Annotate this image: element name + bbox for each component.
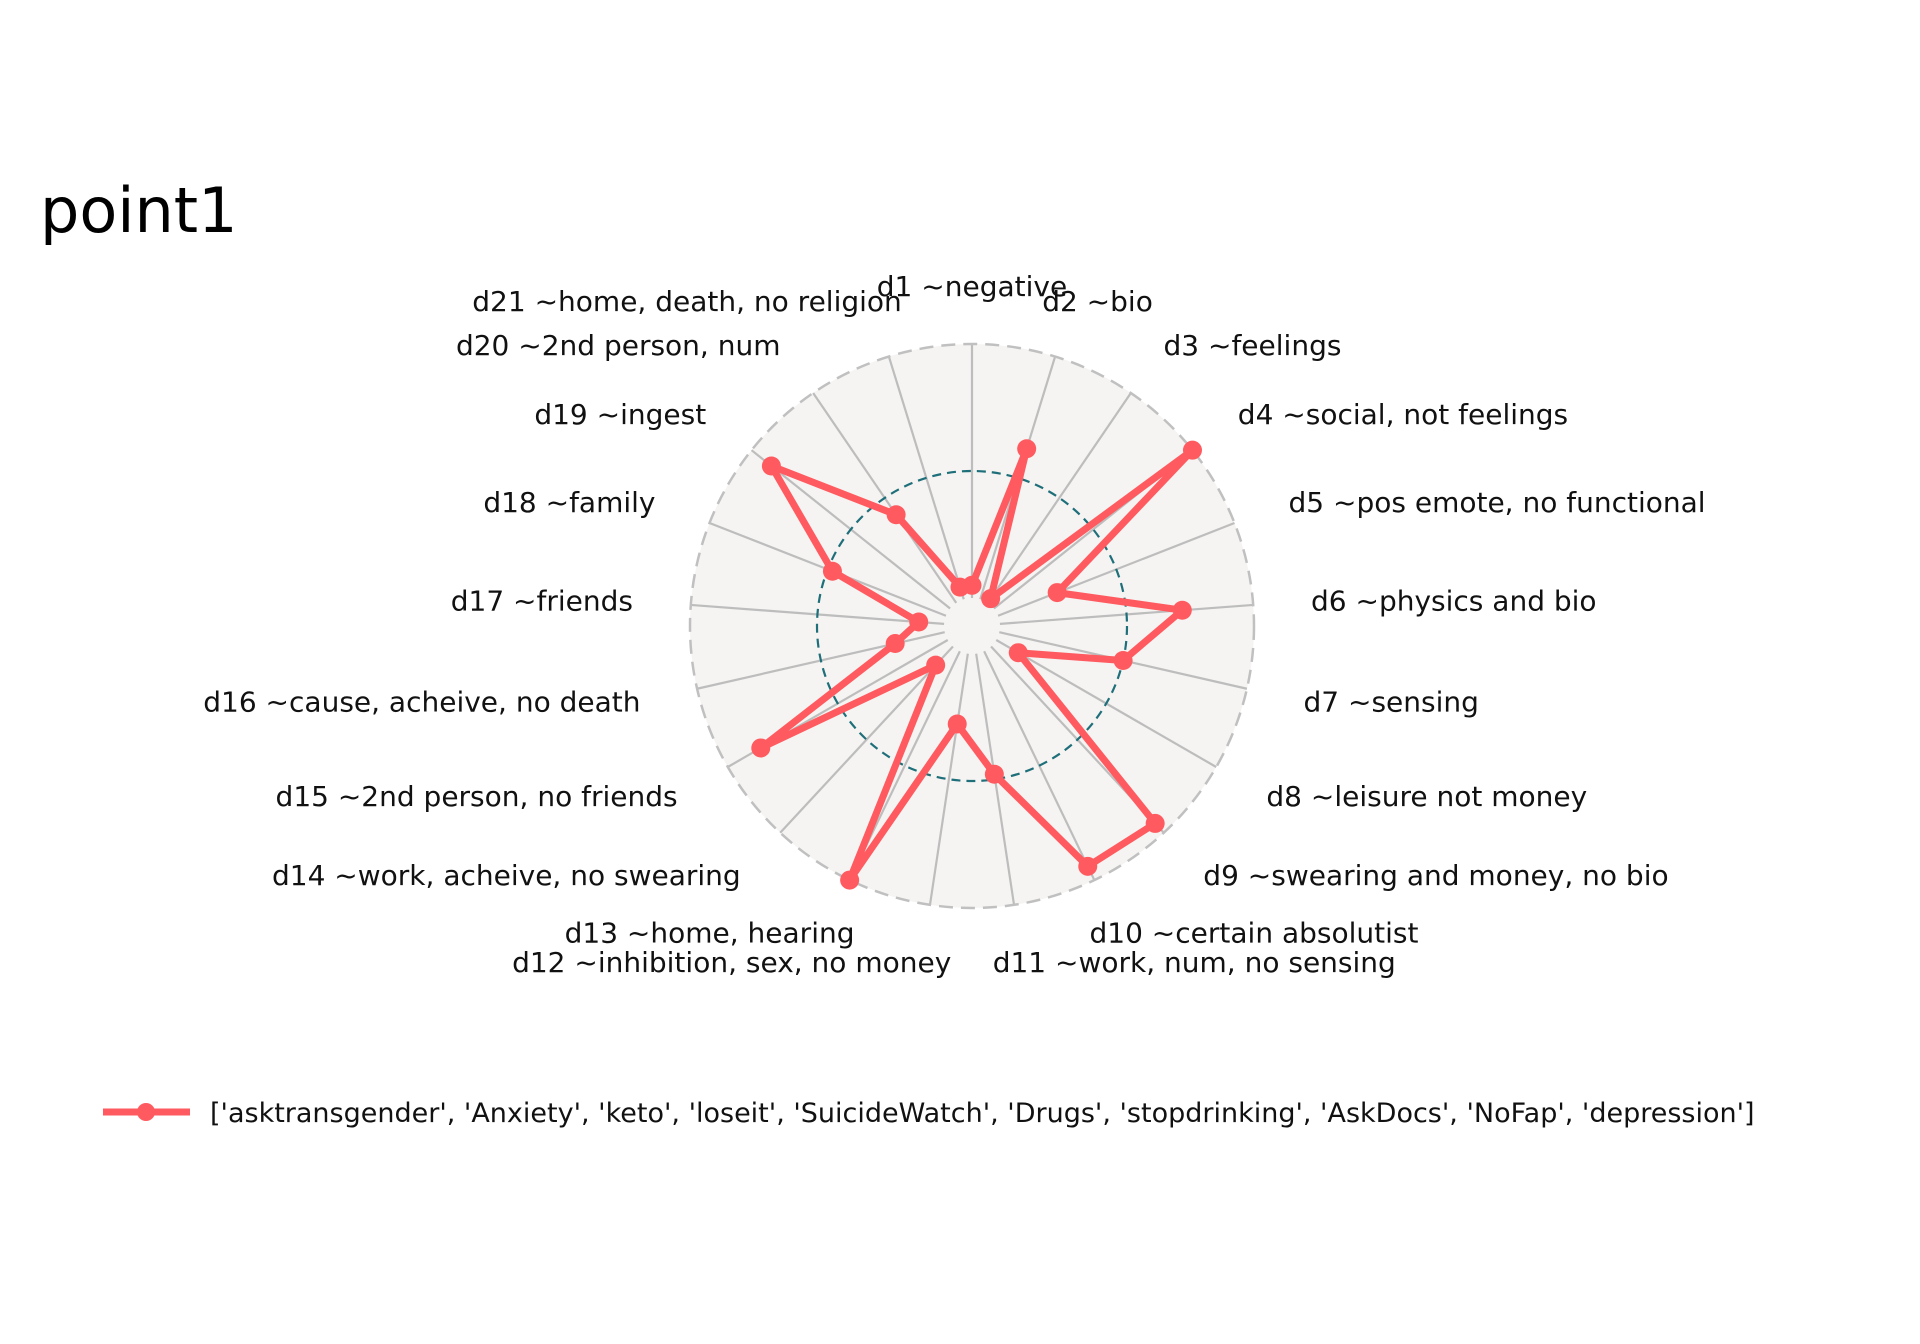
legend-marker-sample [137, 1103, 155, 1121]
axis-label-16: d16 ~cause, acheive, no death [203, 686, 640, 719]
data-point [1172, 600, 1192, 620]
data-point [1008, 643, 1028, 663]
axis-label-12: d12 ~inhibition, sex, no money [512, 946, 951, 979]
axis-label-2: d2 ~bio [1042, 285, 1153, 318]
axis-label-18: d18 ~family [483, 486, 655, 519]
axis-spoke [928, 653, 969, 906]
axis-label-13: d13 ~home, hearing [565, 916, 855, 949]
chart-title: point1 [40, 174, 238, 247]
data-point [981, 589, 1001, 609]
outer-ring [688, 342, 1256, 910]
data-point [926, 655, 946, 675]
axis-label-15: d15 ~2nd person, no friends [276, 780, 678, 813]
axis-label-6: d6 ~physics and bio [1311, 585, 1597, 618]
data-point [1017, 439, 1037, 459]
data-point [886, 505, 906, 525]
axis-label-1: d1 ~negative [877, 270, 1067, 303]
data-point [840, 870, 860, 890]
axis-label-19: d19 ~ingest [534, 398, 706, 431]
reference-ring [815, 469, 1129, 783]
legend-entry-label: ['asktransgender', 'Anxiety', 'keto', 'l… [210, 1098, 1755, 1129]
axis-label-4: d4 ~social, not feelings [1238, 398, 1568, 431]
axis-spoke [986, 392, 1132, 604]
data-point [947, 714, 967, 734]
axis-label-20: d20 ~2nd person, num [456, 329, 781, 362]
data-point [984, 764, 1004, 784]
axis-label-8: d8 ~leisure not money [1266, 780, 1587, 813]
axis-label-21: d21 ~home, death, no religion [472, 285, 902, 318]
axis-label-14: d14 ~work, acheive, no swearing [272, 859, 741, 892]
data-point [822, 561, 842, 581]
data-point [1182, 440, 1202, 460]
axis-label-10: d10 ~certain absolutist [1090, 916, 1419, 949]
axis-label-3: d3 ~feelings [1164, 329, 1342, 362]
data-point [909, 612, 929, 632]
data-point [751, 738, 771, 758]
legend: ['asktransgender', 'Anxiety', 'keto', 'l… [103, 1098, 1755, 1129]
data-point [885, 634, 905, 654]
data-point [1145, 813, 1165, 833]
axis-label-11: d11 ~work, num, no sensing [993, 946, 1396, 979]
data-point [1078, 856, 1098, 876]
axis-label-7: d7 ~sensing [1304, 686, 1479, 719]
data-point [950, 577, 970, 597]
axis-spoke [779, 645, 954, 834]
axis-label-5: d5 ~pos emote, no functional [1289, 486, 1706, 519]
axis-label-9: d9 ~swearing and money, no bio [1203, 859, 1668, 892]
data-point [761, 456, 781, 476]
data-point [1047, 583, 1067, 603]
data-point [1113, 650, 1133, 670]
series-line [757, 445, 1196, 884]
axis-label-17: d17 ~friends [451, 585, 633, 618]
